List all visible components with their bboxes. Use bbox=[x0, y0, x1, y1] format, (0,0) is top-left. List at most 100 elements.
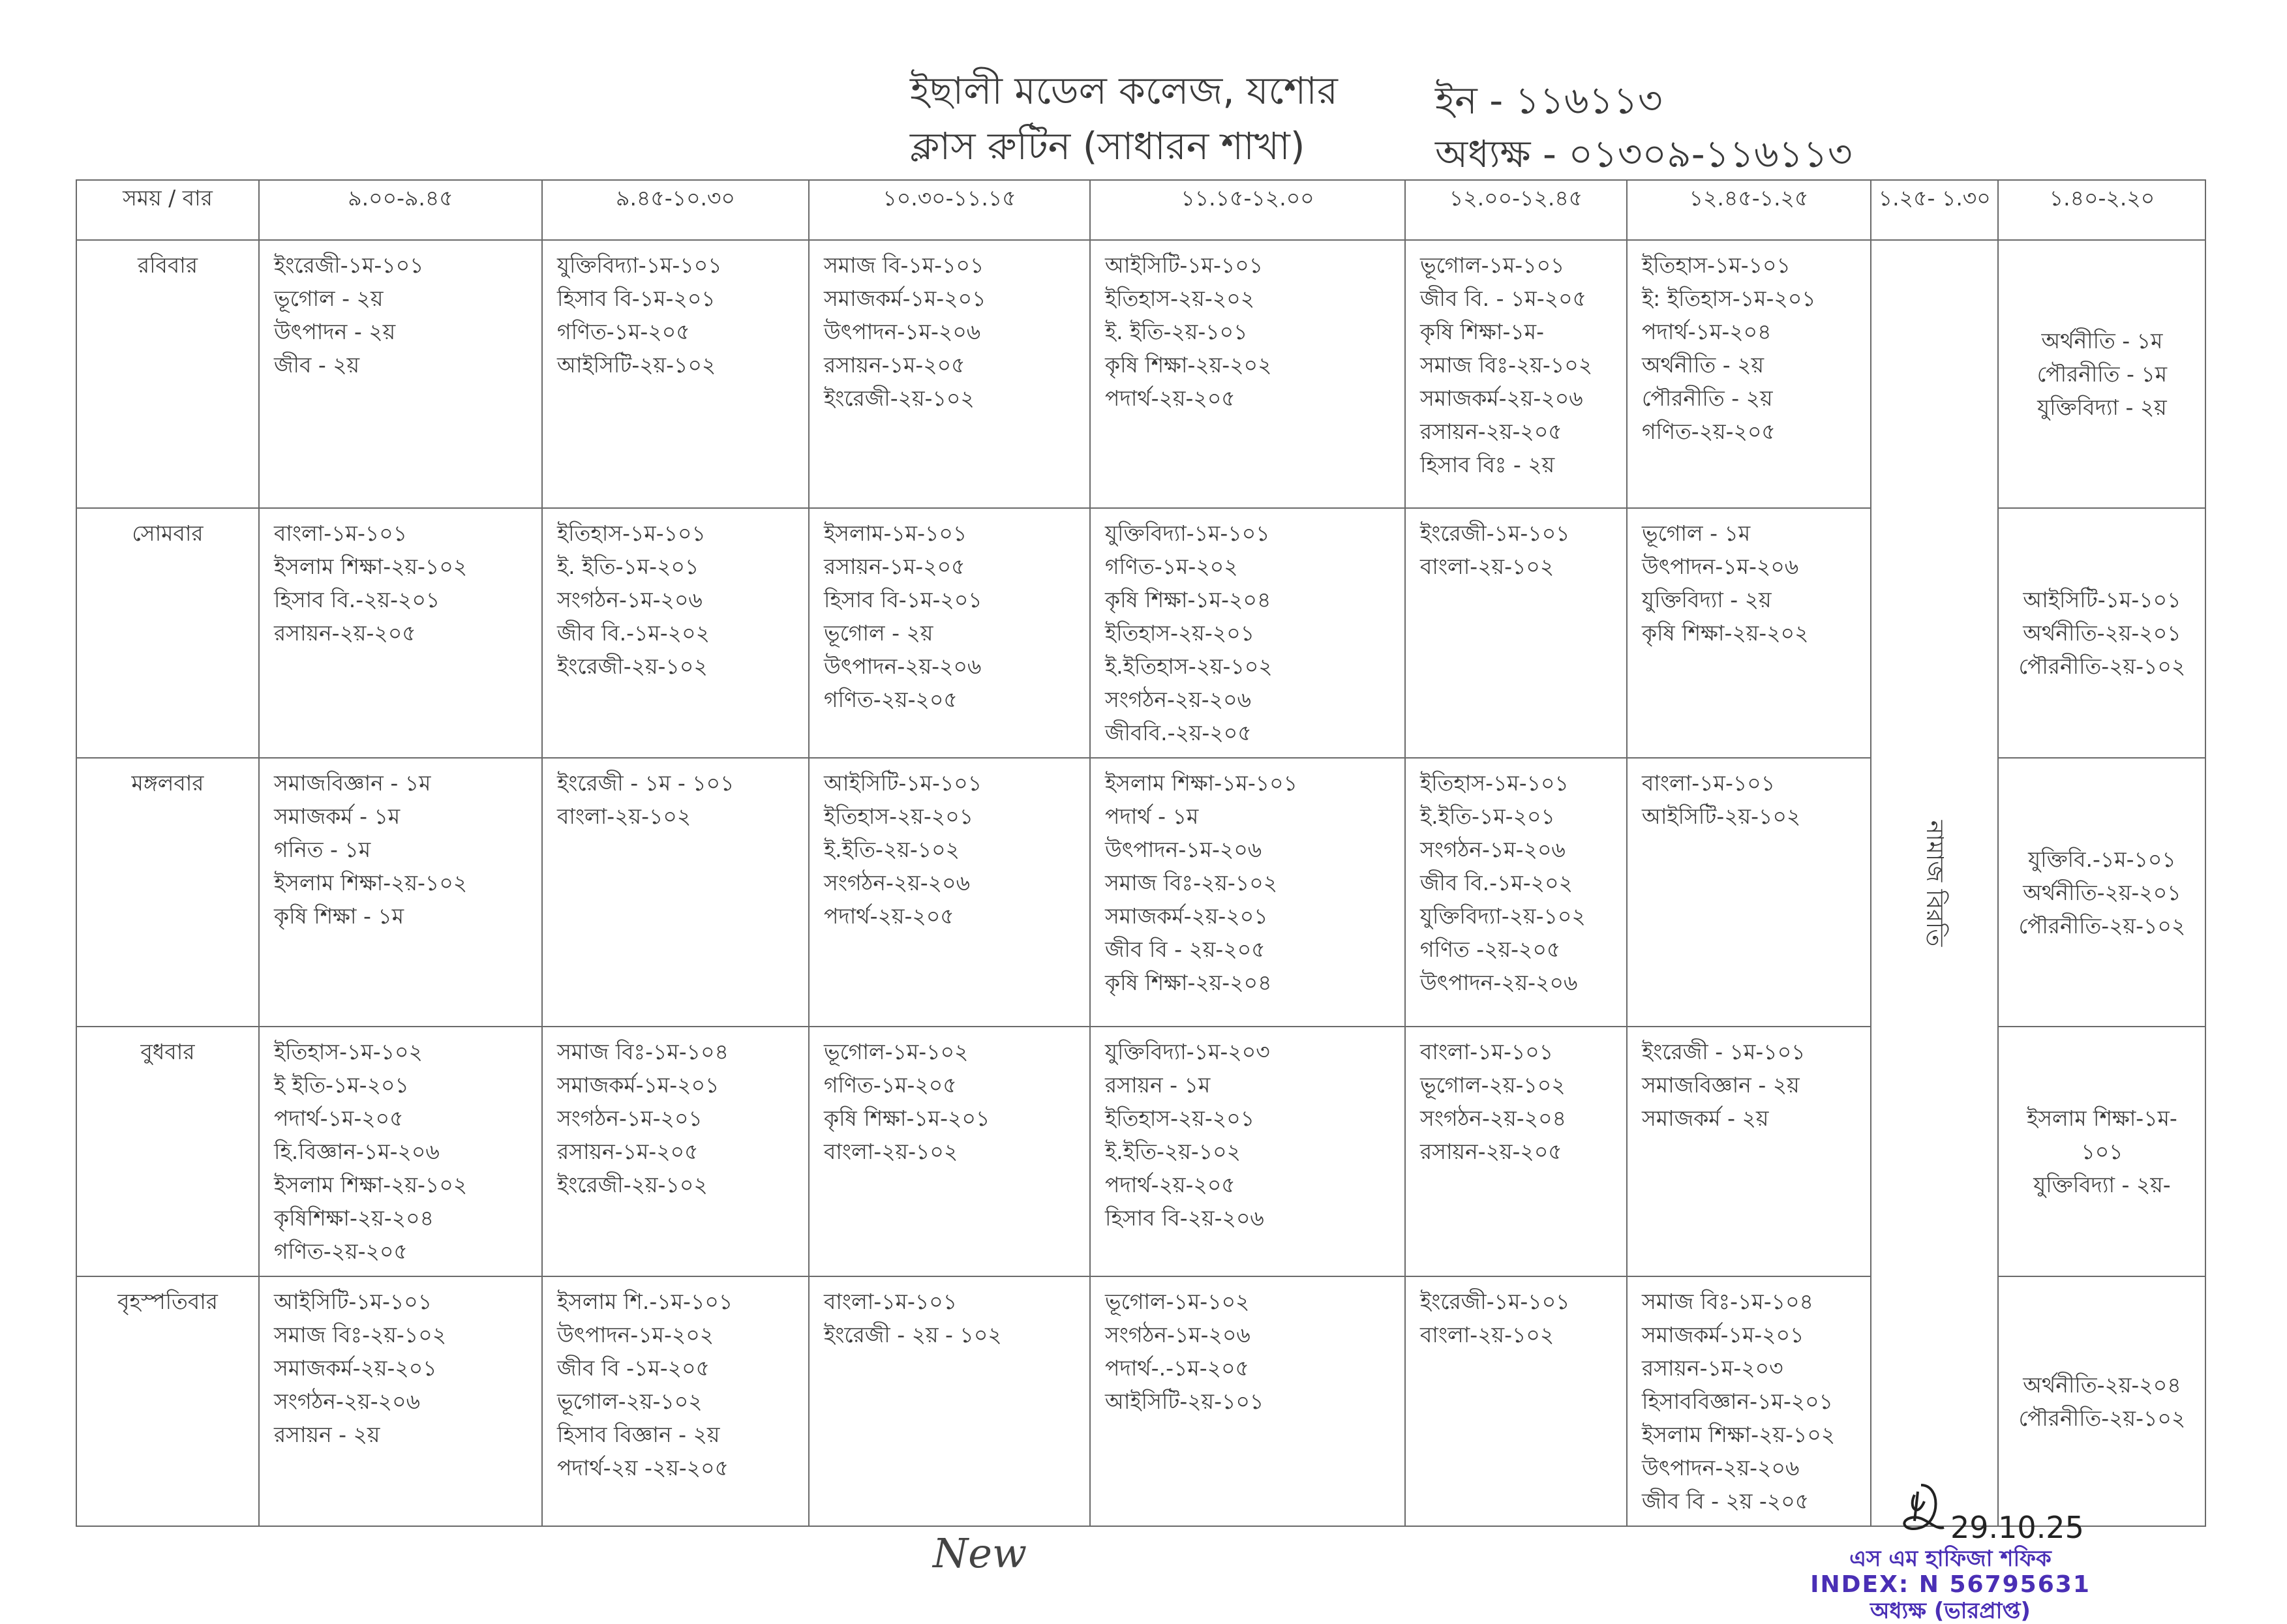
class-entry: রসায়ন-২য়-২০৫ bbox=[1420, 419, 1562, 444]
class-entry: সমাজবিজ্ঞান - ২য় bbox=[1642, 1072, 1800, 1098]
class-entry: পৌরনীতি - ২য় bbox=[1642, 385, 1773, 411]
class-entry: কৃষি শিক্ষা-১ম-২০৪ bbox=[1105, 587, 1271, 612]
class-entry: যুক্তিবিদ্যা - ২য় bbox=[2037, 395, 2167, 420]
class-entry: ইংরেজী-১ম-১০১ bbox=[274, 252, 424, 278]
handwritten-note: New bbox=[933, 1529, 1027, 1577]
class-entry: ই. ইতি-২য়-১০১ bbox=[1105, 319, 1248, 344]
class-entry: জীব বি. - ১ম-২০৫ bbox=[1420, 286, 1586, 311]
class-entry: ই. ইতি-১ম-২০১ bbox=[557, 554, 699, 579]
class-entry: আইসিটি-১ম-১০১ bbox=[2023, 587, 2181, 612]
class-entry: সমাজ বিঃ-১ম-১০৪ bbox=[557, 1039, 729, 1064]
class-cell: আইসিটি-১ম-১০১ ইতিহাস-২য়-২০২ ই. ইতি-২য়-১০… bbox=[1089, 239, 1406, 509]
class-cell: ভূগোল-১ম-১০২ সংগঠন-১ম-২০৬ পদার্থ-.-১ম-২০৫ আ… bbox=[1089, 1276, 1406, 1527]
class-cell: ইসলাম শিক্ষা-১ম-১০১ পদার্থ - ১ম উৎপাদন-১ম-… bbox=[1089, 757, 1406, 1027]
class-cell: ইংরেজী - ১ম-১০১ সমাজবিজ্ঞান - ২য় সমাজকর্ম… bbox=[1626, 1026, 1871, 1277]
class-entry: হিসাব বি-১ম-২০১ bbox=[824, 587, 982, 612]
class-entry: ইসলাম শিক্ষা-২য়-১০২ bbox=[1642, 1422, 1836, 1447]
class-entry: সমাজবিজ্ঞান - ১ম bbox=[274, 770, 431, 796]
class-cell: ইংরেজী - ১ম - ১০১ বাংলা-২য়-১০২ bbox=[541, 757, 810, 1027]
class-entry: গণিত-২য়-২০৫ bbox=[274, 1239, 408, 1264]
class-entry: পৌরনীতি-২য়-১০২ bbox=[2018, 912, 2186, 939]
class-entry: ইংরেজী-২য়-১০২ bbox=[557, 1172, 708, 1197]
class-entry: রসায়ন-২য়-২০৫ bbox=[274, 620, 416, 646]
class-entry: জীব বি.-১ম-২০২ bbox=[557, 620, 710, 646]
header-period: ১.২৫- ১.৩০ bbox=[1870, 179, 1999, 241]
day-cell: সোমবার bbox=[76, 507, 260, 759]
header-day-time: সময় / বার bbox=[76, 179, 260, 241]
principal-stamp: এস এম হাফিজা শফিক INDEX: N 56795631 অধ্য… bbox=[1787, 1546, 2113, 1624]
class-entry: ইতিহাস-১ম-১০১ bbox=[557, 520, 706, 546]
class-entry: জীব - ২য় bbox=[274, 352, 360, 378]
class-entry: হিসাব বি-২য়-২০৬ bbox=[1105, 1205, 1264, 1231]
class-cell: আইসিটি-১ম-১০১ অর্থনীতি-২য়-২০১ পৌরনীতি-২য়… bbox=[1997, 507, 2207, 759]
class-entry: উৎপাদন-১ম-২০৬ bbox=[1642, 554, 1799, 579]
class-entry: উৎপাদন - ২য় bbox=[274, 319, 396, 344]
class-entry: যুক্তিবিদ্যা - ২য়- bbox=[2033, 1172, 2171, 1197]
class-entry: জীববি.-২য়-২০৫ bbox=[1105, 720, 1252, 745]
class-entry: উৎপাদন-২য়-২০৬ bbox=[1420, 970, 1578, 995]
class-cell: ইসলাম-১ম-১০১ রসায়ন-১ম-২০৫ হিসাব বি-১ম-২০১… bbox=[808, 507, 1091, 759]
class-entry: ইংরেজী-১ম-১০১ bbox=[1420, 520, 1570, 546]
class-entry: ভূগোল - ১ম bbox=[1642, 520, 1751, 546]
class-entry: ইতিহাস-১ম-১০২ bbox=[274, 1039, 423, 1064]
class-entry: অর্থনীতি-২য়-২০৪ bbox=[2023, 1372, 2181, 1398]
class-entry: পদার্থ-২য়-২০৫ bbox=[824, 903, 954, 929]
class-entry: ইসলাম শিক্ষা-১ম-১০১ bbox=[1105, 770, 1298, 796]
class-entry: বাংলা-১ম-১০১ bbox=[1642, 770, 1776, 796]
sign-date: 29.10.25 bbox=[1950, 1510, 2084, 1545]
class-entry: ইতিহাস-১ম-১০১ bbox=[1642, 252, 1791, 278]
class-entry: সংগঠন-২য়-২০৬ bbox=[824, 870, 971, 895]
class-entry: সমাজ বিঃ-২য়-১০২ bbox=[1420, 352, 1593, 378]
class-cell: সমাজ বিঃ-১ম-১০৪ সমাজকর্ম-১ম-২০১ রসায়ন-১ম-… bbox=[1626, 1276, 1871, 1527]
class-cell: ভূগোল-১ম-১০১ জীব বি. - ১ম-২০৫ কৃষি শিক্ষা-… bbox=[1404, 239, 1628, 509]
class-entry: ভূগোল - ২য় bbox=[274, 286, 384, 311]
class-entry: হিসাব বি-১ম-২০১ bbox=[557, 286, 716, 311]
class-entry: ভূগোল-১ম-১০১ bbox=[1420, 252, 1565, 278]
class-entry: উৎপাদন-১ম-২০৬ bbox=[824, 319, 981, 344]
header-row: সময় / বার ৯.০০-৯.৪৫ ৯.৪৫-১০.৩০ ১০.৩০-১১.১৫… bbox=[76, 179, 2207, 241]
class-cell: যুক্তিবিদ্যা-১ম-২০৩ রসায়ন - ১ম ইতিহাস-২য়… bbox=[1089, 1026, 1406, 1277]
class-entry: সমাজ বিঃ-১ম-১০৪ bbox=[1642, 1289, 1813, 1314]
class-entry: ভূগোল - ২য় bbox=[824, 620, 933, 646]
class-entry: কৃষি শিক্ষা-২য়-২০২ bbox=[1642, 620, 1809, 646]
class-entry: রসায়ন - ২য় bbox=[274, 1422, 380, 1447]
class-entry: ইংরেজী - ১ম-১০১ bbox=[1642, 1039, 1806, 1064]
class-entry: পদার্থ-.-১ম-২০৫ bbox=[1105, 1355, 1249, 1381]
class-entry: সংগঠন-২য়-২০৪ bbox=[1420, 1105, 1567, 1131]
class-entry: ই ইতি-১ম-২০১ bbox=[274, 1072, 409, 1098]
class-entry: ইসলাম শিক্ষা-১ম- bbox=[2027, 1105, 2177, 1131]
class-entry: ইংরেজী - ১ম - ১০১ bbox=[557, 770, 735, 796]
principal-phone: অধ্যক্ষ - ০১৩০৯-১১৬১১৩ bbox=[1435, 132, 1853, 176]
table-row: মঙ্গলবার সমাজবিজ্ঞান - ১ম সমাজকর্ম - ১ম গনি… bbox=[76, 757, 2207, 1027]
class-entry: সংগঠন-২য়-২০৬ bbox=[274, 1389, 421, 1414]
class-entry: উৎপাদন-১ম-২০৬ bbox=[1105, 837, 1262, 862]
class-entry: ইসলাম শিক্ষা-২য়-১০২ bbox=[274, 554, 468, 579]
class-entry: সংগঠন-১ম-২০৬ bbox=[1420, 837, 1566, 862]
class-entry: ই.ইতি-২য়-১০২ bbox=[824, 837, 960, 862]
class-entry: সমাজ বি-১ম-১০১ bbox=[824, 252, 984, 278]
class-entry: কৃষি শিক্ষা-২য়-২০৪ bbox=[1105, 970, 1272, 995]
class-entry: সমাজকর্ম-২য়-২০১ bbox=[1105, 903, 1268, 929]
class-entry: বাংলা-১ম-১০১ bbox=[824, 1289, 958, 1314]
class-cell: আইসিটি-১ম-১০১ ইতিহাস-২য়-২০১ ই.ইতি-২য়-১০২… bbox=[808, 757, 1091, 1027]
class-entry: ইংরেজী - ২য় - ১০২ bbox=[824, 1322, 1002, 1347]
class-entry: আইসিটি-১ম-১০১ bbox=[824, 770, 982, 796]
class-entry: ই.ইতি-১ম-২০১ bbox=[1420, 804, 1555, 829]
class-entry: গণিত-২য়-২০৫ bbox=[1642, 419, 1776, 444]
class-entry: অর্থনীতি - ১ম bbox=[2041, 328, 2163, 353]
class-entry: গণিত-২য়-২০৫ bbox=[824, 687, 958, 712]
class-entry: জীব বি - ২য়-২০৫ bbox=[1105, 937, 1265, 962]
class-entry: ইতিহাস-২য়-২০১ bbox=[1105, 1105, 1255, 1131]
class-entry: ইতিহাস-২য়-২০১ bbox=[824, 804, 974, 829]
class-entry: ১০১ bbox=[2081, 1139, 2123, 1164]
class-entry: গণিত-১ম-২০৫ bbox=[557, 319, 690, 344]
class-entry: উৎপাদন-২য়-২০৬ bbox=[824, 654, 982, 679]
stamp-designation: অধ্যক্ষ (ভারপ্রাপ্ত) bbox=[1870, 1598, 2031, 1624]
class-entry: পদার্থ-২য়-২০৫ bbox=[1105, 1172, 1235, 1197]
college-name: ইছালী মডেল কলেজ, যশোর bbox=[910, 68, 1338, 113]
class-entry: পদার্থ-১ম-২০৫ bbox=[274, 1105, 404, 1131]
table-row: রবিবার ইংরেজী-১ম-১০১ ভূগোল - ২য় উৎপাদন - ২… bbox=[76, 239, 2207, 1527]
class-cell: যুক্তিবিদ্যা-১ম-১০১ হিসাব বি-১ম-২০১ গণিত-১… bbox=[541, 239, 810, 509]
class-cell: সমাজবিজ্ঞান - ১ম সমাজকর্ম - ১ম গনিত - ১ম ইস… bbox=[258, 757, 543, 1027]
class-entry: ইংরেজী-২য়-১০২ bbox=[824, 385, 975, 411]
